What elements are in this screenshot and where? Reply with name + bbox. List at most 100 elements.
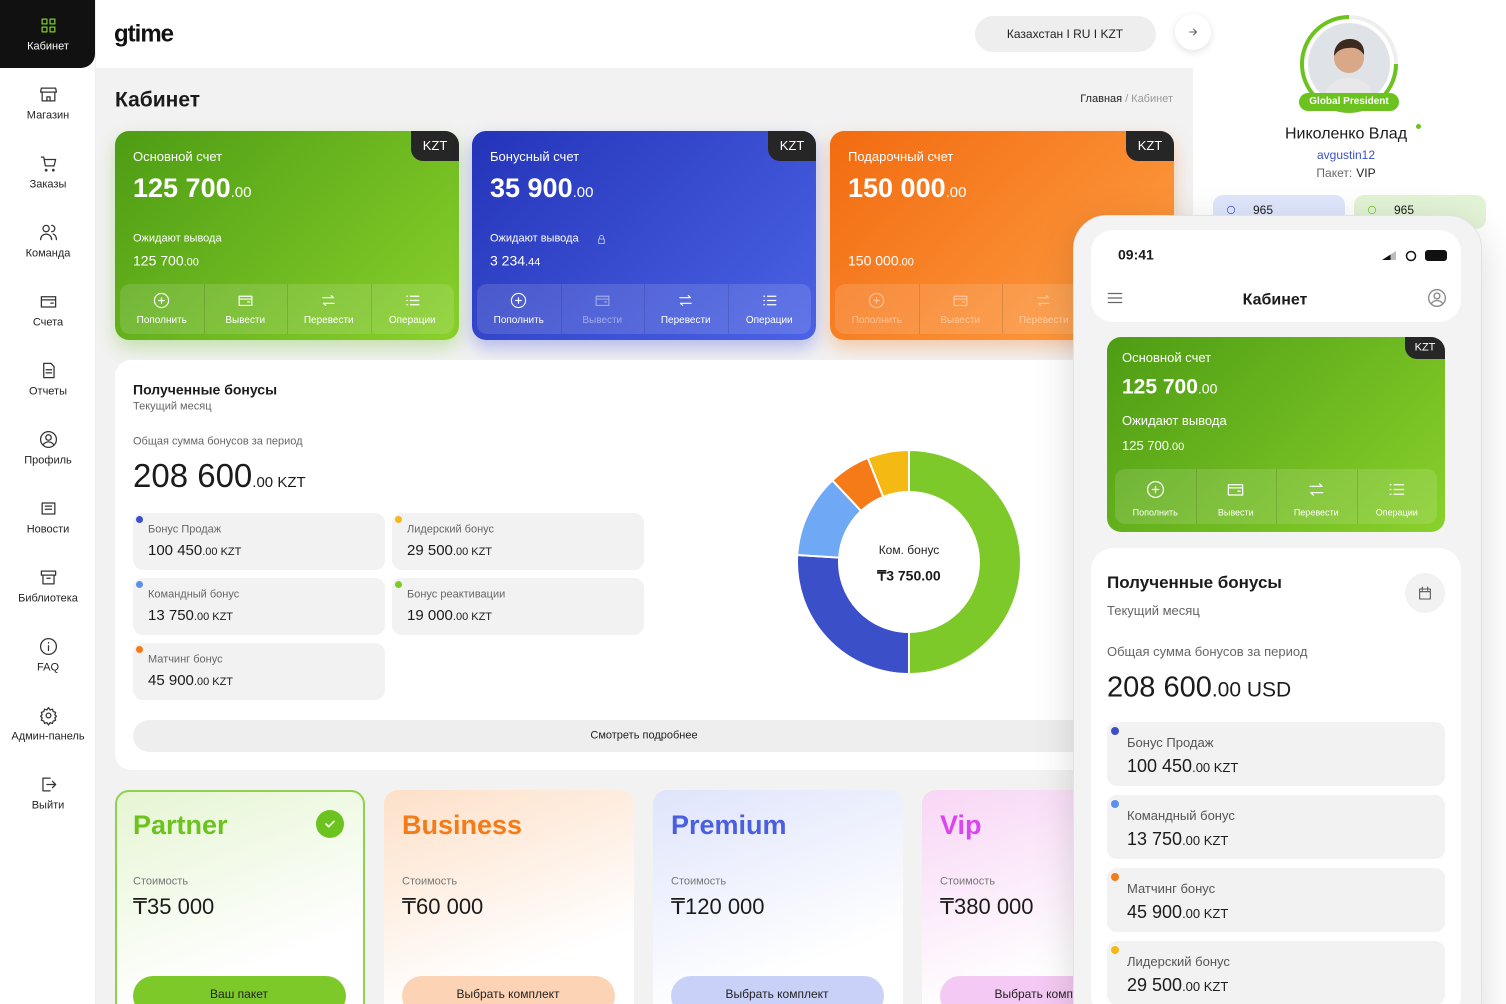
package-price: ₸60 000 <box>402 893 484 919</box>
action-label: Перевести <box>1293 507 1339 518</box>
pending-amount: 150 000.00 <box>848 252 914 269</box>
more-label: Смотреть подробнее <box>590 729 698 742</box>
bonus-amount-cents: .00 KZT <box>452 546 493 558</box>
sidebar-label: Новости <box>26 523 70 536</box>
breadcrumb: Главная / Кабинет <box>1080 93 1173 105</box>
pending-label: Ожидают вывода <box>1122 413 1227 429</box>
pending-amount-cents: .00 <box>898 256 914 269</box>
action-divider <box>1195 469 1197 524</box>
bonus-name: Бонус Продаж <box>148 523 222 536</box>
action-label: Перевести <box>660 315 711 326</box>
phone-total-label: Общая сумма бонусов за период <box>1107 644 1308 660</box>
team-glyph <box>39 224 57 240</box>
account-card <box>115 131 459 340</box>
status-time: 09:41 <box>1118 246 1154 263</box>
card-glyph <box>953 295 968 306</box>
profile-name: Николенко Влад <box>1284 125 1408 143</box>
pending-amount: 125 700.00 <box>133 252 199 269</box>
donut-center-value: ₸3 750.00 <box>877 567 941 584</box>
bonuses-title: Полученные бонусы <box>133 381 278 398</box>
plus-icon <box>154 292 170 308</box>
account-card <box>472 131 816 340</box>
breadcrumb-home[interactable]: Главная <box>1080 93 1123 105</box>
grid-icon <box>41 18 55 32</box>
phone-bonus-item <box>1107 941 1445 1004</box>
ring-icon <box>1405 250 1417 262</box>
phone-bonus-item <box>1107 722 1445 786</box>
bonus-amount: 13 750.00 KZT <box>148 607 233 625</box>
account-title: Подарочный счет <box>848 149 954 165</box>
phone-bonus-item <box>1107 868 1445 932</box>
bonus-amount: 13 750.00 KZT <box>1127 829 1228 851</box>
swap-icon <box>679 294 692 306</box>
bonuses-total-main: 208 600 <box>133 457 253 495</box>
calendar-button[interactable] <box>1405 573 1445 613</box>
bonus-amount: 45 900.00 KZT <box>1127 902 1228 924</box>
action-divider <box>203 284 205 334</box>
bonus-dot <box>136 581 143 588</box>
arrow-icon <box>1189 28 1197 36</box>
package-button[interactable] <box>671 976 884 1004</box>
sidebar-label: Выйти <box>31 799 65 812</box>
account-title: Основной счет <box>133 149 223 165</box>
breadcrumb-separator: / <box>1125 93 1129 105</box>
list-icon <box>406 295 420 305</box>
bonus-amount-main: 100 450 <box>148 542 203 559</box>
bonus-amount-cents: .00 KZT <box>1182 979 1229 995</box>
account-amount-cents: .00 <box>572 183 594 201</box>
sidebar-item[interactable] <box>0 0 95 68</box>
action-label: Пополнить <box>136 315 187 326</box>
bonus-amount-cents: .00 KZT <box>1182 906 1229 922</box>
action-label: Пополнить <box>493 315 544 326</box>
package-button[interactable] <box>402 976 615 1004</box>
bonus-amount: 19 000.00 KZT <box>407 607 492 625</box>
bonuses-subtitle: Текущий месяц <box>133 400 212 413</box>
bonus-name: Бонус Продаж <box>1127 735 1214 751</box>
package-button[interactable] <box>133 976 346 1004</box>
action-label: Операции <box>745 315 793 326</box>
doc-glyph <box>42 362 55 378</box>
bonus-amount-main: 45 900 <box>148 672 194 689</box>
bonus-item <box>392 513 644 570</box>
price-label: Стоимость <box>402 875 458 888</box>
doc-icon <box>42 362 55 378</box>
pending-amount: 3 234.44 <box>490 252 540 269</box>
sidebar-label: Заказы <box>29 178 67 191</box>
stat-value: 965 <box>1253 202 1274 217</box>
action-divider <box>1002 284 1003 334</box>
price-label: Стоимость <box>671 875 727 888</box>
cal-icon <box>1419 586 1431 600</box>
bonus-amount-cents: .00 KZT <box>1192 760 1239 776</box>
lib-glyph <box>40 570 56 584</box>
locale-switch[interactable] <box>975 16 1156 52</box>
online-dot <box>1416 124 1421 129</box>
bonus-amount-main: 29 500 <box>407 542 453 559</box>
action-label: Операции <box>1375 507 1418 518</box>
phone-title: Кабинет <box>1242 291 1308 309</box>
bonus-name: Лидерский бонус <box>407 523 495 536</box>
list-icon <box>1389 483 1405 495</box>
card-icon <box>953 295 968 306</box>
plus-glyph <box>511 292 527 308</box>
bonus-name: Бонус реактивации <box>407 588 506 601</box>
action-label: Вывести <box>582 315 623 326</box>
donut-chart <box>796 448 1022 676</box>
currency-tab <box>411 131 459 161</box>
store-icon <box>39 87 57 101</box>
action-label: Перевести <box>303 315 354 326</box>
package-button-label: Выбрать комплект <box>456 986 560 1001</box>
bonus-dot <box>395 516 402 523</box>
account-amount-cents: .00 <box>230 183 252 201</box>
more-button[interactable] <box>133 720 1155 752</box>
currency-label: KZT <box>1137 138 1163 154</box>
list-icon <box>763 295 777 305</box>
pending-amount-cents: .00 <box>1169 440 1185 453</box>
plus-icon <box>869 292 885 308</box>
exit-glyph <box>41 777 56 791</box>
bonus-dot <box>1111 800 1119 808</box>
currency-label: KZT <box>422 138 448 154</box>
currency-tab <box>1405 337 1445 359</box>
bonus-name: Командный бонус <box>148 588 240 601</box>
pending-amount-main: 150 000 <box>848 252 899 269</box>
signal-icon <box>1382 251 1396 260</box>
